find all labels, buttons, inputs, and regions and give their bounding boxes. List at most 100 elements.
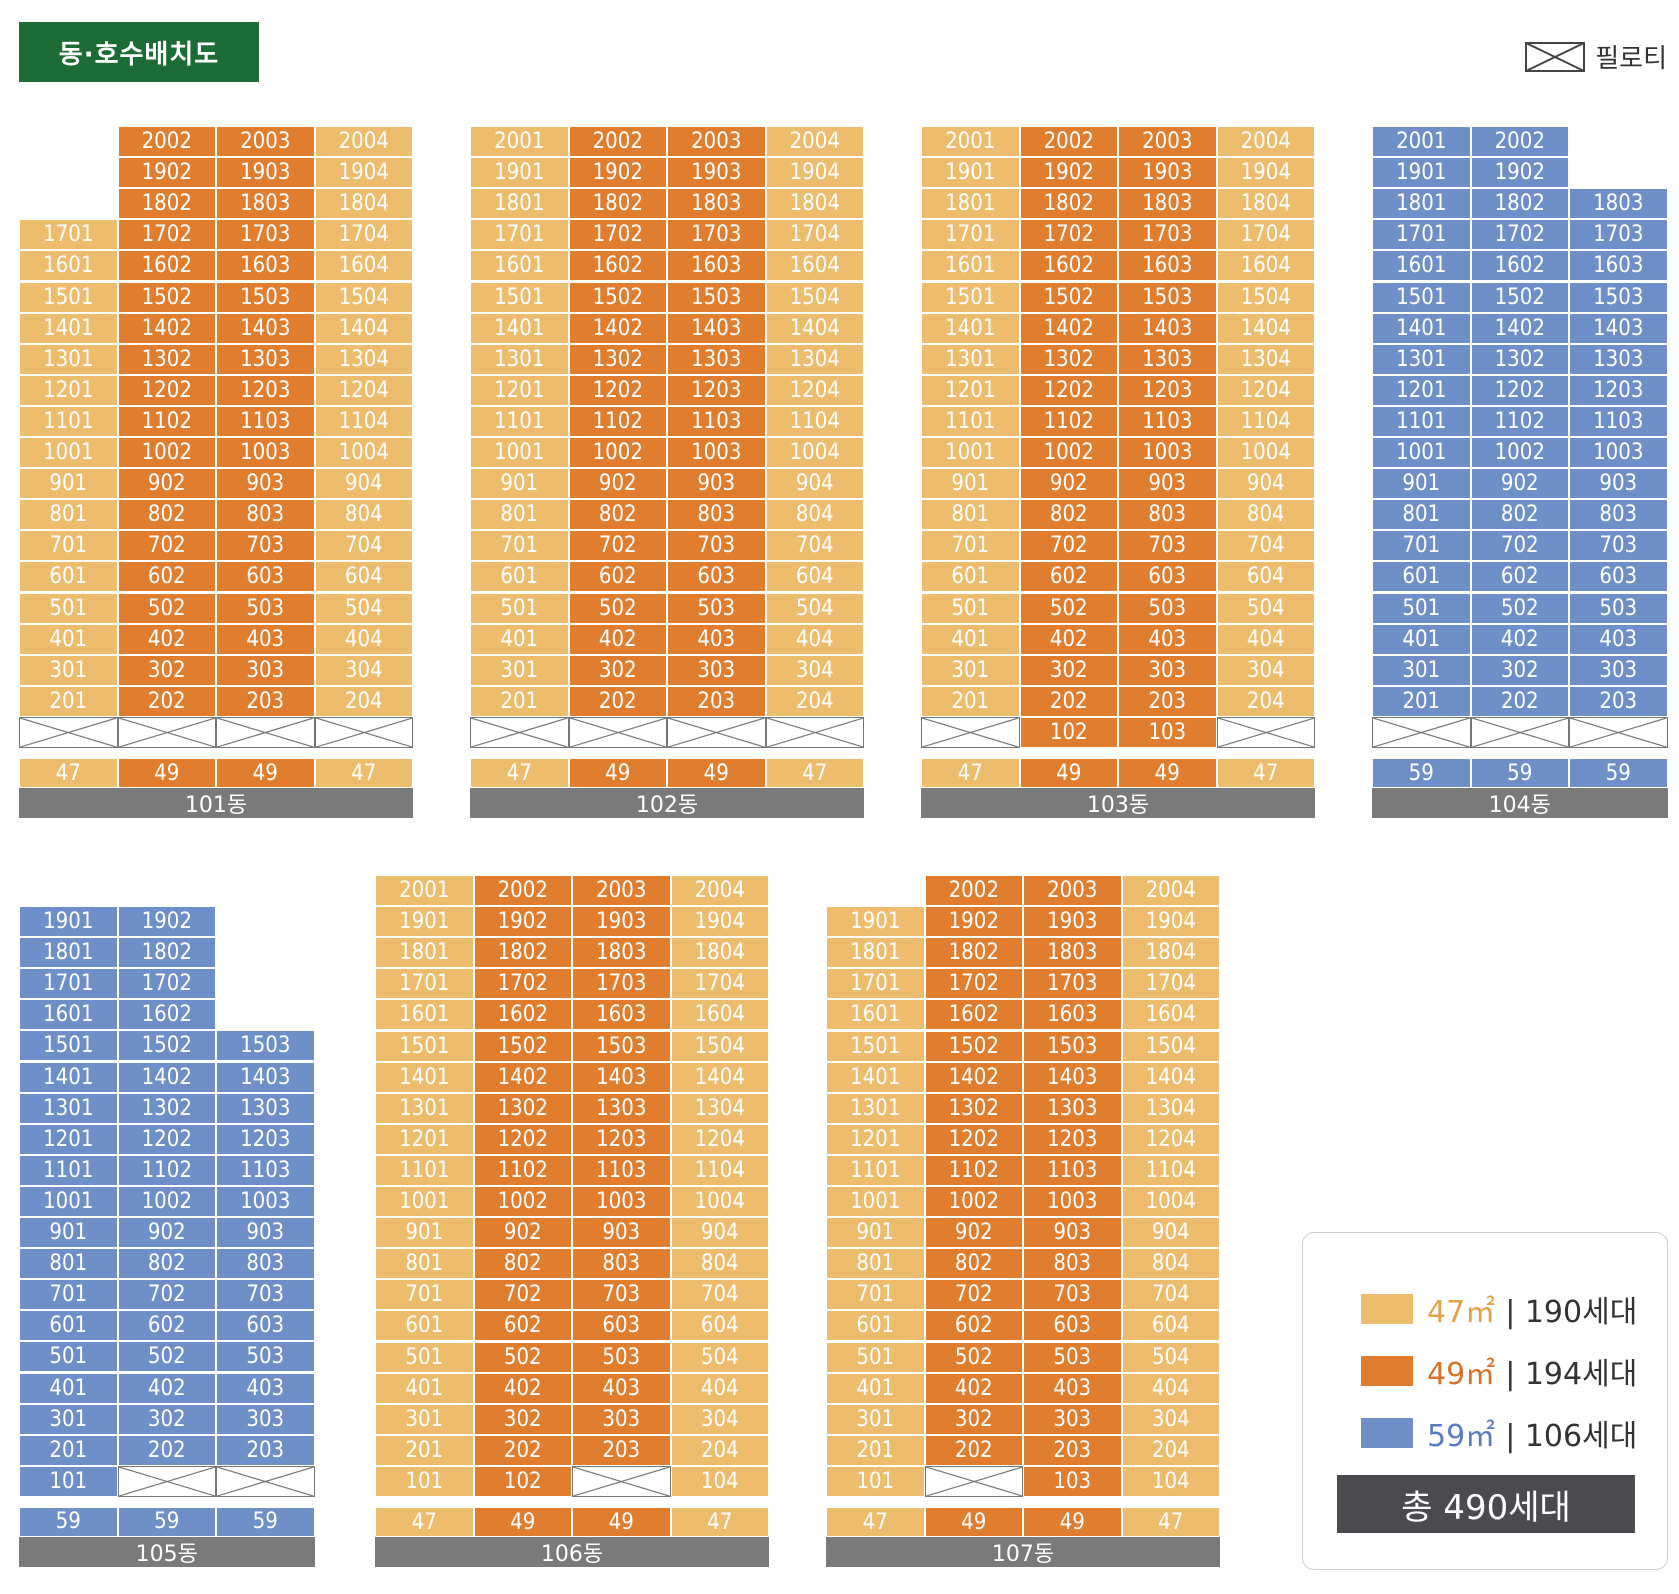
unit-cell: 201 <box>19 685 118 717</box>
unit-cell: 1802 <box>117 188 216 220</box>
building-label: 106동 <box>375 1537 769 1567</box>
unit-cell: 801 <box>1372 499 1471 531</box>
unit-cell: 1301 <box>470 343 569 375</box>
unit-cell: 401 <box>921 623 1020 655</box>
area-cell: 59 <box>216 1506 315 1537</box>
unit-cell: 1401 <box>375 1061 474 1093</box>
unit-cell: 1301 <box>19 343 118 375</box>
building-label: 107동 <box>826 1537 1220 1567</box>
unit-cell: 1103 <box>216 1154 315 1186</box>
unit-cell: 1201 <box>19 1123 118 1155</box>
unit-cell: 302 <box>1470 654 1569 686</box>
unit-cell: 2001 <box>1372 126 1471 158</box>
unit-cell: 1002 <box>1019 437 1118 469</box>
unit-cell: 502 <box>117 1341 216 1373</box>
unit-cell: 1304 <box>765 343 864 375</box>
unit-cell: 603 <box>1118 561 1217 593</box>
unit-cell: 704 <box>670 1279 769 1311</box>
unit-cell: 1901 <box>921 157 1020 189</box>
area-cell: 49 <box>572 1507 671 1537</box>
unit-cell: 1504 <box>670 1030 769 1062</box>
legend-count-49: | 194세대 <box>1505 1357 1638 1392</box>
unit-cell: 402 <box>117 623 216 655</box>
unit-cell: 704 <box>765 530 864 562</box>
unit-cell: 203 <box>216 1434 315 1466</box>
unit-cell: 1301 <box>826 1092 925 1124</box>
unit-cell: 1804 <box>1121 937 1220 969</box>
unit-cell: 903 <box>572 1217 671 1249</box>
area-cell: 59 <box>117 1506 216 1537</box>
unit-cell: 401 <box>826 1372 925 1404</box>
unit-cell: 902 <box>1019 468 1118 500</box>
unit-cell: 1202 <box>1019 374 1118 406</box>
unit-cell: 1404 <box>670 1061 769 1093</box>
unit-cell: 1003 <box>1569 437 1668 469</box>
unit-cell: 1802 <box>924 937 1023 969</box>
unit-cell: 1004 <box>1216 437 1315 469</box>
unit-cell: 902 <box>473 1217 572 1249</box>
unit-cell: 1703 <box>1118 219 1217 251</box>
unit-cell: 101 <box>375 1465 474 1497</box>
unit-cell: 801 <box>826 1248 925 1280</box>
unit-cell: 501 <box>375 1341 474 1373</box>
unit-cell: 1704 <box>314 219 413 251</box>
unit-cell: 1403 <box>667 312 766 344</box>
unit-cell: 1201 <box>1372 374 1471 406</box>
unit-cell: 601 <box>1372 561 1471 593</box>
unit-cell: 1101 <box>1372 405 1471 437</box>
unit-cell: 704 <box>1121 1279 1220 1311</box>
unit-cell: 304 <box>670 1403 769 1435</box>
unit-cell: 301 <box>470 654 569 686</box>
unit-cell: 601 <box>826 1310 925 1342</box>
unit-cell: 1102 <box>568 405 667 437</box>
unit-cell: 1001 <box>470 437 569 469</box>
area-cell: 47 <box>375 1507 474 1537</box>
legend-panel: 47㎡ | 190세대 49㎡ | 194세대 59㎡ | 106세대 총 49… <box>1302 1232 1668 1570</box>
unit-cell: 1502 <box>924 1030 1023 1062</box>
unit-cell: 1801 <box>1372 188 1471 220</box>
unit-cell: 1302 <box>924 1092 1023 1124</box>
unit-cell: 1401 <box>826 1061 925 1093</box>
unit-cell: 402 <box>473 1372 572 1404</box>
unit-cell: 2003 <box>1023 875 1122 907</box>
unit-cell: 1302 <box>117 343 216 375</box>
unit-cell: 502 <box>473 1341 572 1373</box>
unit-cell: 1104 <box>1121 1154 1220 1186</box>
unit-cell: 1102 <box>1470 405 1569 437</box>
unit-cell: 1801 <box>375 937 474 969</box>
unit-cell: 103 <box>1118 716 1217 748</box>
unit-cell: 202 <box>568 685 667 717</box>
unit-cell: 1203 <box>216 1123 315 1155</box>
unit-cell: 1601 <box>921 250 1020 282</box>
unit-cell: 701 <box>470 530 569 562</box>
piloti-symbol-icon <box>1525 41 1586 72</box>
unit-cell: 1402 <box>473 1061 572 1093</box>
unit-cell: 1302 <box>473 1092 572 1124</box>
unit-cell: 1701 <box>19 219 118 251</box>
unit-cell: 1101 <box>19 405 118 437</box>
unit-cell: 803 <box>1569 499 1668 531</box>
unit-cell: 1003 <box>1118 437 1217 469</box>
unit-cell: 701 <box>19 1279 118 1311</box>
unit-cell: 1502 <box>117 281 216 313</box>
unit-cell: 1004 <box>670 1186 769 1218</box>
unit-cell: 802 <box>473 1248 572 1280</box>
unit-cell: 804 <box>1121 1248 1220 1280</box>
area-cell: 47 <box>470 758 569 788</box>
unit-cell: 602 <box>117 1310 216 1342</box>
unit-cell: 1401 <box>19 312 118 344</box>
unit-cell: 1004 <box>314 437 413 469</box>
unit-cell: 2004 <box>1121 875 1220 907</box>
unit-cell: 502 <box>1019 592 1118 624</box>
piloti-cell <box>1470 716 1569 748</box>
unit-cell: 1902 <box>924 906 1023 938</box>
unit-cell: 1802 <box>568 188 667 220</box>
unit-cell: 404 <box>765 623 864 655</box>
unit-cell: 1403 <box>216 1061 315 1093</box>
unit-cell: 1702 <box>473 968 572 1000</box>
unit-cell: 401 <box>375 1372 474 1404</box>
unit-cell: 702 <box>924 1279 1023 1311</box>
unit-cell: 1802 <box>117 937 216 969</box>
area-cell: 47 <box>765 758 864 788</box>
unit-cell: 1004 <box>1121 1186 1220 1218</box>
